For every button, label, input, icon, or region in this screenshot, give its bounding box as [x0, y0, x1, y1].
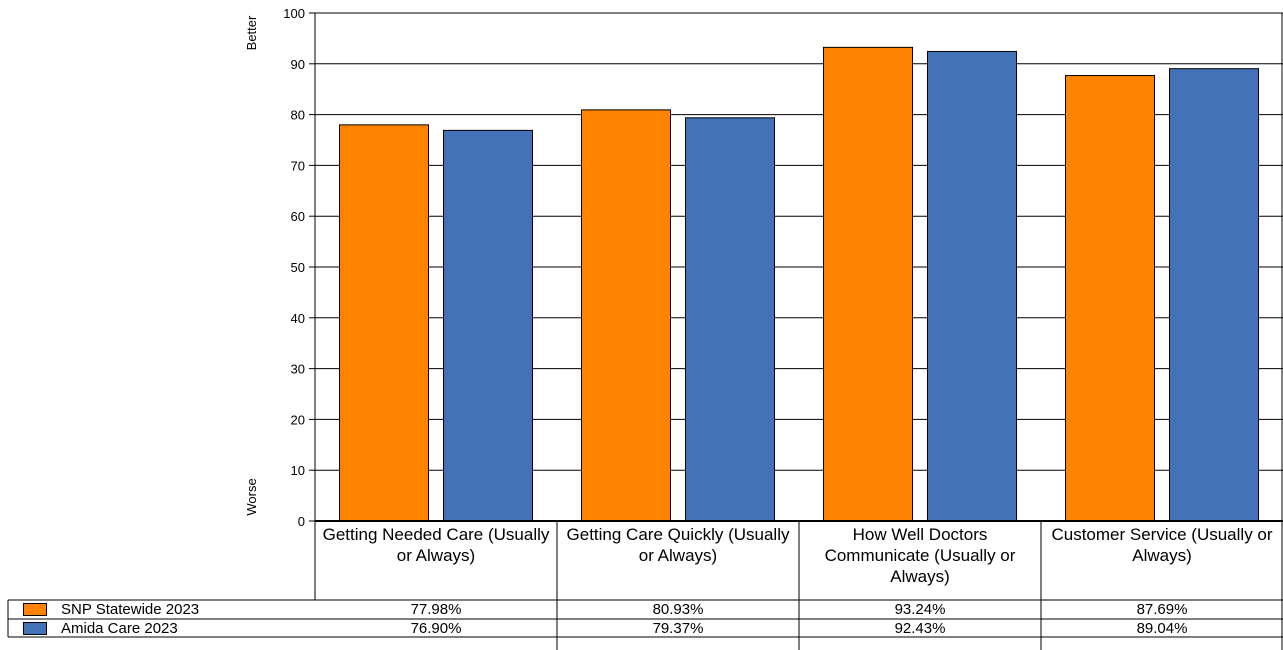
- y-axis-worse-label: Worse: [244, 478, 259, 515]
- legend-label: Amida Care 2023: [61, 620, 178, 637]
- category-label: How Well Doctors Communicate (Usually or…: [824, 525, 1016, 586]
- bar: [1169, 68, 1259, 522]
- legend-swatch: [23, 603, 47, 616]
- category-label: Getting Care Quickly (Usually or Always): [566, 525, 790, 565]
- category-label: Getting Needed Care (Usually or Always): [322, 525, 550, 565]
- legend-entry: Amida Care 2023: [8, 619, 315, 638]
- legend-swatch: [23, 622, 47, 635]
- y-tick-label: 70: [291, 158, 305, 173]
- y-tick-label: 0: [298, 514, 305, 529]
- y-tick-label: 100: [283, 6, 305, 21]
- bars: [339, 46, 1259, 522]
- table-value: 92.43%: [894, 620, 946, 637]
- table-value: 93.24%: [894, 601, 946, 618]
- bar: [1065, 75, 1155, 522]
- table-value: 89.04%: [1136, 620, 1188, 637]
- table-value: 77.98%: [410, 601, 462, 618]
- y-tick-label: 50: [291, 260, 305, 275]
- table-value: 76.90%: [410, 620, 462, 637]
- y-tick-label: 60: [291, 209, 305, 224]
- y-tick-label: 90: [291, 57, 305, 72]
- bar: [823, 46, 913, 522]
- y-tick-label: 40: [291, 311, 305, 326]
- bar: [339, 124, 429, 522]
- bar: [443, 129, 533, 522]
- table-value: 87.69%: [1136, 601, 1188, 618]
- y-tick-label: 80: [291, 108, 305, 123]
- bar: [581, 109, 671, 522]
- legend-entry: SNP Statewide 2023: [8, 600, 315, 619]
- bar: [685, 117, 775, 522]
- category-label: Customer Service (Usually or Always): [1051, 525, 1273, 565]
- y-tick-label: 10: [291, 463, 305, 478]
- y-tick-label: 20: [291, 412, 305, 427]
- y-tick-label: 30: [291, 362, 305, 377]
- bar: [927, 50, 1017, 522]
- y-axis-better-label: Better: [244, 15, 259, 50]
- table-value: 80.93%: [652, 601, 704, 618]
- data-table-grid: [7, 521, 1283, 650]
- legend-label: SNP Statewide 2023: [61, 601, 200, 618]
- table-value: 79.37%: [652, 620, 704, 637]
- y-tick-labels: 0 10 20 30 40 50 60 70 80 90 100: [283, 6, 305, 529]
